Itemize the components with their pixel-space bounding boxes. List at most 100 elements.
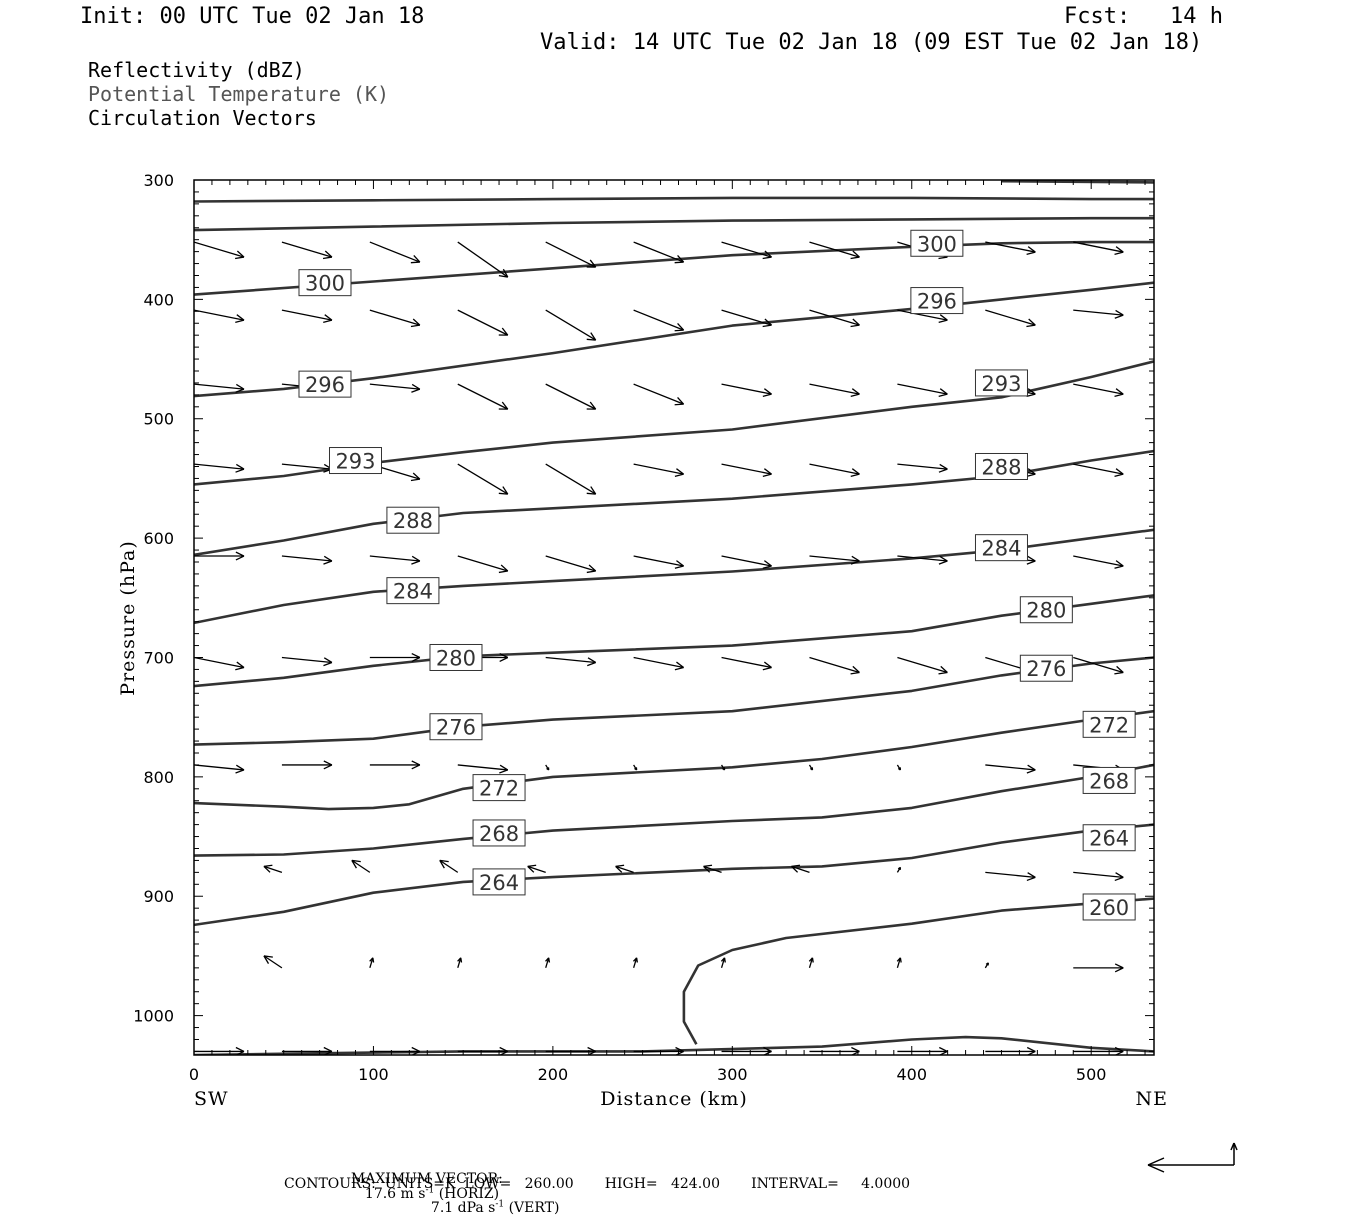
contour-line-13: [1002, 181, 1155, 182]
circulation-vector: [458, 1048, 508, 1056]
circulation-vector: [722, 657, 772, 669]
plot-frame: [194, 180, 1154, 1055]
circulation-vector: [282, 242, 332, 258]
circulation-vector: [897, 464, 947, 472]
contour-label-280: 280: [430, 644, 482, 670]
circulation-vector: [370, 384, 420, 392]
circulation-vector: [1073, 964, 1123, 972]
circulation-vector: [634, 765, 637, 770]
contour-label-288: 288: [975, 453, 1027, 479]
circulation-vector: [721, 958, 725, 968]
y-tick-label: 300: [143, 171, 174, 190]
circulation-vector: [722, 464, 772, 476]
x-endpoint-right: NE: [1136, 1088, 1169, 1110]
x-tick-label: 400: [896, 1065, 927, 1084]
circulation-vector: [985, 310, 1035, 326]
circulation-vector: [194, 310, 244, 322]
contour-label-text: 284: [981, 537, 1021, 561]
contour-label-text: 260: [1089, 896, 1129, 920]
circulation-vector: [282, 657, 332, 665]
circulation-vector: [546, 765, 549, 770]
contour-label-text: 272: [479, 777, 519, 801]
circulation-vector: [1073, 872, 1123, 880]
circulation-vector: [194, 657, 244, 669]
circulation-vector: [1073, 384, 1123, 396]
circulation-vector: [634, 384, 684, 405]
circulation-vector: [1154, 310, 1204, 318]
y-tick-label: 500: [143, 410, 174, 429]
circulation-vector: [722, 556, 772, 568]
contour-label-288: 288: [387, 507, 439, 533]
circulation-vector: [616, 865, 634, 872]
x-axis-title: Distance (km): [600, 1088, 748, 1110]
contour-label-300: 300: [299, 270, 351, 296]
circulation-vector: [458, 958, 462, 968]
contour-label-text: 280: [436, 646, 476, 670]
circulation-vector: [1073, 556, 1123, 568]
circulation-vector: [634, 464, 684, 476]
circulation-vector: [722, 384, 772, 396]
contour-label-text: 293: [335, 450, 375, 474]
contour-label-text: 300: [305, 272, 345, 296]
x-tick-label: 500: [1076, 1065, 1107, 1084]
circulation-vector: [809, 958, 813, 968]
circulation-vector: [634, 1048, 684, 1056]
circulation-vector: [528, 865, 546, 872]
circulation-vector: [897, 765, 900, 770]
contour-label-text: 276: [1026, 657, 1066, 681]
circulation-vector: [458, 765, 508, 773]
contour-label-293: 293: [975, 370, 1027, 396]
circulation-vector: [546, 657, 596, 665]
contour-label-280: 280: [1020, 597, 1072, 623]
circulation-vector: [458, 384, 508, 409]
circulation-vector: [633, 958, 637, 968]
circulation-vector: [458, 242, 508, 277]
contour-label-text: 284: [393, 580, 433, 604]
circulation-vector: [194, 384, 244, 392]
circulation-vector: [809, 384, 859, 396]
circulation-vector: [458, 556, 508, 572]
x-tick-label: 300: [717, 1065, 748, 1084]
circulation-vector: [546, 310, 596, 340]
contour-label-text: 296: [305, 373, 345, 397]
circulation-vector: [897, 867, 900, 872]
y-axis-title: Pressure (hPa): [117, 540, 139, 696]
contour-label-text: 293: [981, 372, 1021, 396]
circulation-vector: [1073, 464, 1123, 476]
contour-label-268: 268: [1083, 767, 1135, 793]
x-endpoint-left: SW: [194, 1088, 229, 1110]
contour-label-296: 296: [911, 288, 963, 314]
contour-label-284: 284: [975, 535, 1027, 561]
circulation-vector: [370, 1048, 420, 1056]
contour-label-text: 276: [436, 716, 476, 740]
circulation-vector: [458, 464, 508, 494]
contour-label-268: 268: [473, 820, 525, 846]
circulation-vector: [1073, 242, 1123, 254]
circulation-vector: [546, 958, 550, 968]
contour-label-293: 293: [329, 448, 381, 474]
contour-line-11: [194, 218, 1154, 230]
y-tick-label: 900: [143, 887, 174, 906]
circulation-vector: [985, 963, 988, 968]
x-tick-label: 200: [538, 1065, 569, 1084]
circulation-vector: [809, 464, 859, 476]
circulation-vector: [458, 310, 508, 335]
contour-label-text: 272: [1089, 713, 1129, 737]
circulation-vector: [634, 657, 684, 669]
circulation-vector: [370, 761, 420, 769]
contour-label-272: 272: [473, 775, 525, 801]
contour-label-260: 260: [1083, 894, 1135, 920]
circulation-vector: [282, 761, 332, 769]
circulation-vector: [897, 384, 947, 396]
contour-label-296: 296: [299, 371, 351, 397]
contour-label-text: 264: [479, 871, 519, 895]
contour-label-284: 284: [387, 578, 439, 604]
circulation-vector: [370, 556, 420, 564]
contour-label-264: 264: [473, 869, 525, 895]
circulation-vector: [440, 860, 458, 872]
circulation-vector: [1154, 242, 1204, 254]
contour-label-text: 288: [981, 455, 1021, 479]
contour-label-276: 276: [1020, 655, 1072, 681]
circulation-vector: [546, 464, 596, 494]
